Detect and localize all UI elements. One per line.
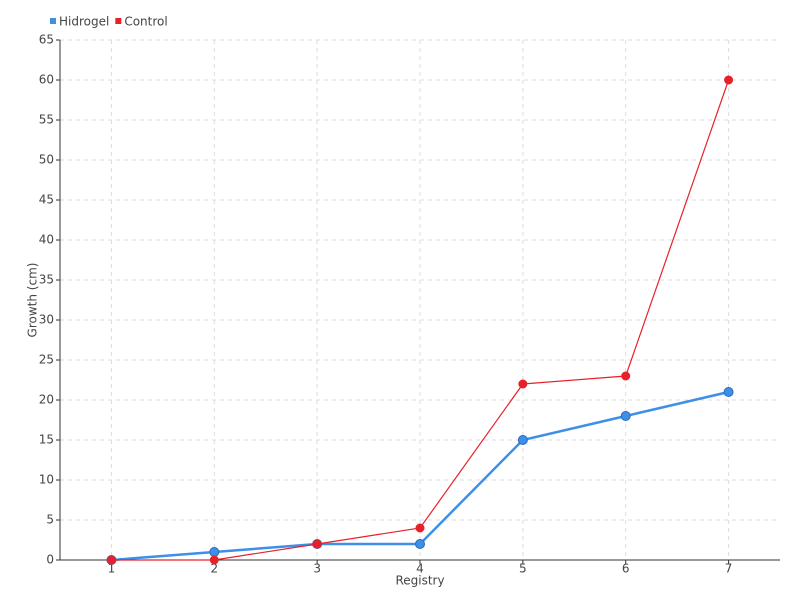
data-point bbox=[723, 387, 734, 397]
y-axis-label: Growth (cm) bbox=[26, 263, 40, 338]
legend-label: Control bbox=[124, 15, 167, 29]
x-tick-label: 6 bbox=[622, 562, 630, 576]
data-point bbox=[312, 539, 322, 549]
data-point bbox=[724, 75, 734, 85]
x-tick-label: 5 bbox=[519, 562, 527, 576]
y-tick-label: 65 bbox=[39, 33, 54, 47]
x-axis-label: Registry bbox=[395, 574, 444, 588]
y-tick-label: 30 bbox=[39, 313, 54, 327]
data-point bbox=[209, 547, 220, 557]
legend-swatch bbox=[50, 18, 56, 24]
data-point bbox=[209, 555, 219, 565]
y-tick-label: 10 bbox=[39, 473, 54, 487]
y-tick-label: 25 bbox=[39, 353, 54, 367]
y-tick-label: 50 bbox=[39, 153, 54, 167]
data-point bbox=[620, 411, 631, 421]
legend-label: Hidrogel bbox=[59, 15, 109, 29]
x-tick-label: 7 bbox=[725, 562, 733, 576]
y-tick-label: 20 bbox=[39, 393, 54, 407]
y-tick-label: 45 bbox=[39, 193, 54, 207]
y-tick-label: 55 bbox=[39, 113, 54, 127]
legend-swatch bbox=[115, 18, 122, 24]
y-tick-label: 15 bbox=[39, 433, 54, 447]
data-point bbox=[621, 371, 631, 381]
data-point bbox=[415, 523, 425, 533]
data-point bbox=[415, 539, 425, 549]
x-tick-label: 2 bbox=[210, 562, 218, 576]
x-tick-label: 4 bbox=[416, 562, 424, 576]
data-point bbox=[517, 435, 528, 445]
data-point bbox=[518, 379, 528, 389]
data-point bbox=[106, 555, 116, 565]
y-tick-label: 35 bbox=[39, 273, 54, 287]
y-tick-label: 60 bbox=[39, 73, 54, 87]
x-tick-label: 1 bbox=[108, 562, 116, 576]
y-tick-label: 40 bbox=[39, 233, 54, 247]
y-tick-label: 5 bbox=[46, 513, 54, 527]
x-tick-label: 3 bbox=[313, 562, 321, 576]
y-tick-label: 0 bbox=[46, 553, 54, 567]
